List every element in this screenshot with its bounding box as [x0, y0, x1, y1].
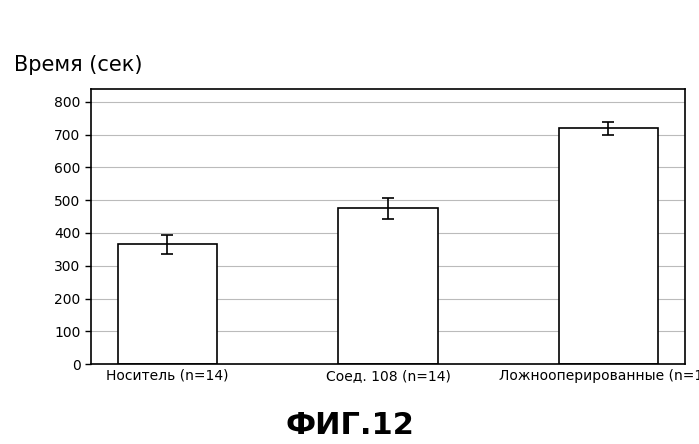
Bar — [118, 245, 217, 364]
Bar — [559, 128, 658, 364]
Text: ФИГ.12: ФИГ.12 — [285, 411, 414, 440]
Text: Время (сек): Время (сек) — [14, 56, 143, 75]
Bar — [338, 208, 438, 364]
